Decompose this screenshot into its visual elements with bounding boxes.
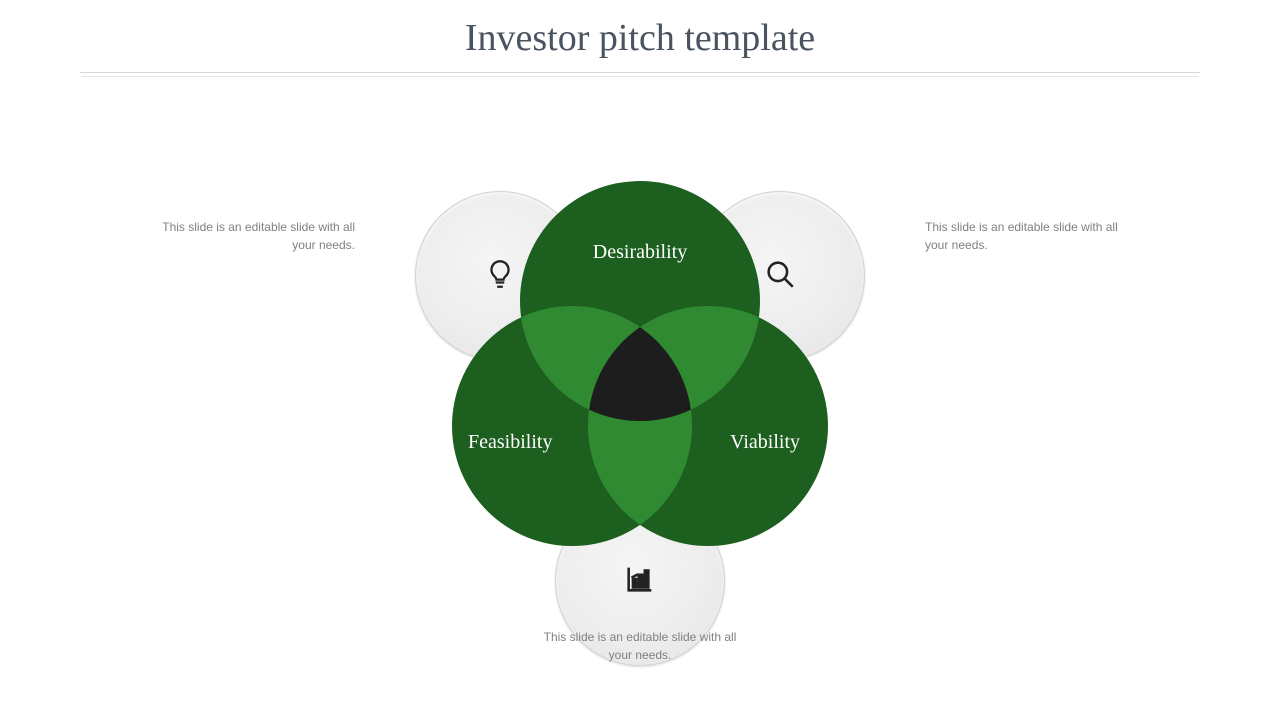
slide: Investor pitch template: [0, 0, 1280, 720]
caption-bottom: This slide is an editable slide with all…: [533, 628, 748, 664]
venn-svg: [380, 136, 900, 656]
venn-label-left: Feasibility: [468, 431, 552, 454]
venn-label-top: Desirability: [593, 241, 687, 264]
caption-right: This slide is an editable slide with all…: [925, 218, 1140, 254]
caption-left: This slide is an editable slide with all…: [140, 218, 355, 254]
divider: [80, 72, 1200, 73]
venn-diagram: Desirability Feasibility Viability: [380, 136, 900, 656]
venn-label-right: Viability: [730, 431, 800, 454]
page-title: Investor pitch template: [0, 16, 1280, 60]
divider-inner: [82, 76, 1198, 77]
